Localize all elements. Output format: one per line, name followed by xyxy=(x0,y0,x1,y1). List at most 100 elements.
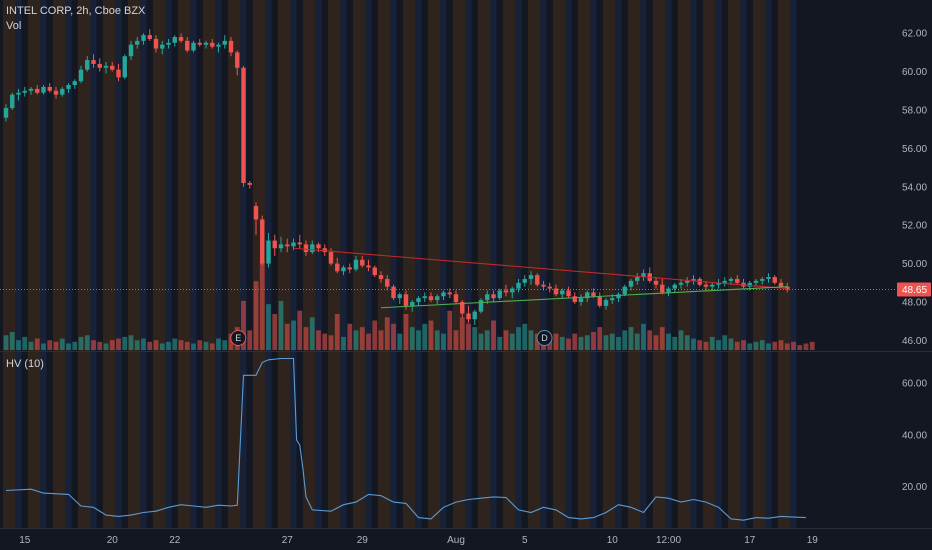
candle-body[interactable] xyxy=(28,88,34,91)
candle-body[interactable] xyxy=(441,292,446,297)
candle-body[interactable] xyxy=(197,42,202,45)
candle-body[interactable] xyxy=(260,219,265,264)
candle-body[interactable] xyxy=(616,294,621,299)
candle-body[interactable] xyxy=(553,288,559,295)
candle-body[interactable] xyxy=(85,60,90,70)
candle-body[interactable] xyxy=(341,267,346,272)
candle-body[interactable] xyxy=(266,240,271,264)
candle-body[interactable] xyxy=(203,42,209,45)
candle-body[interactable] xyxy=(178,37,184,41)
candle-body[interactable] xyxy=(285,244,290,247)
candle-body[interactable] xyxy=(585,292,590,299)
candle-body[interactable] xyxy=(635,277,640,281)
candle-body[interactable] xyxy=(91,60,96,64)
candle-body[interactable] xyxy=(416,298,421,302)
candle-body[interactable] xyxy=(516,282,521,289)
candle-body[interactable] xyxy=(541,284,546,287)
candle-body[interactable] xyxy=(103,65,109,68)
candle-body[interactable] xyxy=(222,40,227,45)
time-axis[interactable]: 15 20 22 27 29 Aug 5 10 12:00 17 19 xyxy=(19,535,818,546)
candle-body[interactable] xyxy=(753,280,759,283)
candle-body[interactable] xyxy=(303,244,309,253)
candle-body[interactable] xyxy=(503,290,509,293)
candle-body[interactable] xyxy=(403,294,409,306)
candle-body[interactable] xyxy=(566,290,571,297)
candle-body[interactable] xyxy=(497,290,502,299)
trendline-upper[interactable] xyxy=(293,247,788,290)
candle-body[interactable] xyxy=(716,282,721,285)
candle-body[interactable] xyxy=(160,44,165,49)
candle-body[interactable] xyxy=(385,278,390,287)
candle-body[interactable] xyxy=(366,265,371,268)
candle-body[interactable] xyxy=(347,267,352,270)
candle-body[interactable] xyxy=(360,259,365,266)
candle-body[interactable] xyxy=(747,282,752,287)
candle-body[interactable] xyxy=(141,35,146,41)
candle-body[interactable] xyxy=(297,242,302,245)
candle-body[interactable] xyxy=(597,296,602,306)
candle-body[interactable] xyxy=(735,278,740,283)
candle-body[interactable] xyxy=(560,290,565,295)
candle-body[interactable] xyxy=(603,300,609,306)
candle-body[interactable] xyxy=(328,252,334,264)
candle-body[interactable] xyxy=(472,311,477,320)
candle-body[interactable] xyxy=(116,69,121,78)
candle-body[interactable] xyxy=(53,90,59,95)
candle-body[interactable] xyxy=(310,244,315,253)
candle-body[interactable] xyxy=(766,277,771,279)
candle-body[interactable] xyxy=(660,284,665,293)
candle-body[interactable] xyxy=(466,313,471,320)
candle-body[interactable] xyxy=(522,278,527,283)
candle-body[interactable] xyxy=(110,65,115,70)
candle-body[interactable] xyxy=(72,81,77,86)
candle-body[interactable] xyxy=(272,240,277,249)
candle-body[interactable] xyxy=(772,277,777,283)
candle-body[interactable] xyxy=(703,284,709,287)
trendlines[interactable] xyxy=(293,247,788,309)
candle-body[interactable] xyxy=(122,56,127,78)
candle-body[interactable] xyxy=(166,42,171,45)
candle-body[interactable] xyxy=(578,298,584,302)
candle-body[interactable] xyxy=(691,278,696,281)
candle-body[interactable] xyxy=(778,282,784,287)
candle-body[interactable] xyxy=(622,286,627,295)
candle-body[interactable] xyxy=(591,292,596,297)
candle-body[interactable] xyxy=(372,267,377,276)
candle-body[interactable] xyxy=(378,275,384,279)
candle-body[interactable] xyxy=(435,296,440,301)
candle-body[interactable] xyxy=(335,263,340,272)
candle-body[interactable] xyxy=(447,292,452,295)
candle-body[interactable] xyxy=(147,35,152,39)
candle-body[interactable] xyxy=(172,37,177,43)
candle-body[interactable] xyxy=(128,44,134,57)
candle-body[interactable] xyxy=(35,88,40,93)
candle-body[interactable] xyxy=(478,300,484,312)
candle-body[interactable] xyxy=(316,244,321,249)
price-axis[interactable]: 62.00 60.00 58.00 56.00 54.00 52.00 50.00 48.00… xyxy=(897,29,931,347)
event-marker-d[interactable]: D xyxy=(536,330,553,346)
candle-body[interactable] xyxy=(135,40,140,45)
symbol-title[interactable]: INTEL CORP, 2h, Cboe BZX xyxy=(6,5,146,17)
candle-body[interactable] xyxy=(628,280,634,287)
candle-body[interactable] xyxy=(235,52,240,68)
candle-body[interactable] xyxy=(760,278,765,281)
candle-body[interactable] xyxy=(228,40,234,53)
event-marker-e[interactable]: E xyxy=(230,330,247,346)
candle-body[interactable] xyxy=(291,242,296,247)
candle-body[interactable] xyxy=(641,273,646,278)
candle-body[interactable] xyxy=(22,90,27,93)
candlesticks[interactable] xyxy=(3,29,790,326)
candle-body[interactable] xyxy=(653,280,659,285)
candle-body[interactable] xyxy=(410,302,415,306)
candle-body[interactable] xyxy=(78,69,84,82)
candle-body[interactable] xyxy=(10,94,15,109)
candle-body[interactable] xyxy=(460,302,465,314)
candle-body[interactable] xyxy=(535,275,540,285)
candle-body[interactable] xyxy=(391,286,396,299)
candle-body[interactable] xyxy=(722,280,727,283)
hv-indicator-label[interactable]: HV (10) xyxy=(6,358,44,370)
trendline-lower[interactable] xyxy=(380,286,788,309)
candle-body[interactable] xyxy=(278,244,284,249)
